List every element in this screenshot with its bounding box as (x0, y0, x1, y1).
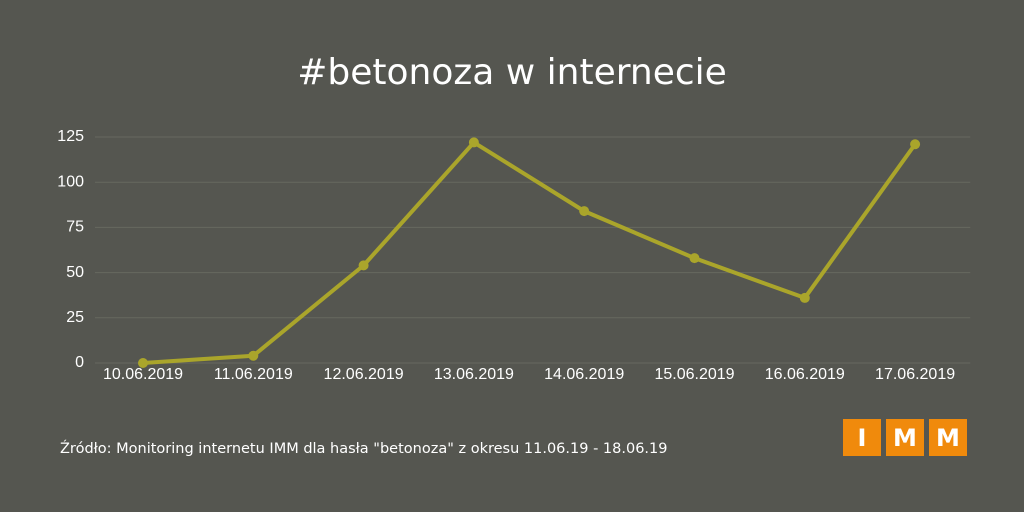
x-tick-label: 15.06.2019 (654, 366, 734, 383)
y-tick-label: 125 (57, 128, 84, 145)
data-line (142, 140, 917, 365)
x-tick-label: 10.06.2019 (103, 366, 183, 383)
logo-letter: M (936, 424, 960, 452)
y-tick-label: 100 (57, 173, 84, 190)
data-point (358, 260, 369, 271)
logo-tile (929, 419, 967, 456)
y-tick-label: 25 (66, 309, 84, 326)
y-tick-label: 75 (66, 219, 84, 236)
y-tick-label: 50 (66, 264, 84, 281)
logo-tile (843, 419, 881, 456)
logo-tile (886, 419, 924, 456)
data-point (248, 350, 259, 361)
data-point (799, 292, 810, 303)
logo-letter: M (893, 424, 917, 452)
x-tick-label: 17.06.2019 (875, 366, 955, 383)
data-point (468, 137, 479, 148)
x-tick-label: 12.06.2019 (324, 366, 404, 383)
x-tick-label: 11.06.2019 (214, 366, 293, 383)
data-point (138, 358, 148, 368)
logo-letter: I (858, 424, 867, 452)
x-tick-label: 16.06.2019 (765, 366, 845, 383)
source-note: Źródło: Monitoring internetu IMM dla has… (60, 439, 667, 457)
x-tick-label: 14.06.2019 (544, 366, 624, 383)
x-tick-label: 13.06.2019 (434, 366, 514, 383)
y-tick-label: 0 (75, 354, 84, 371)
data-point (689, 253, 700, 264)
data-point (910, 139, 921, 150)
data-point (579, 206, 590, 217)
chart-title: #betonoza w internecie (297, 52, 727, 93)
